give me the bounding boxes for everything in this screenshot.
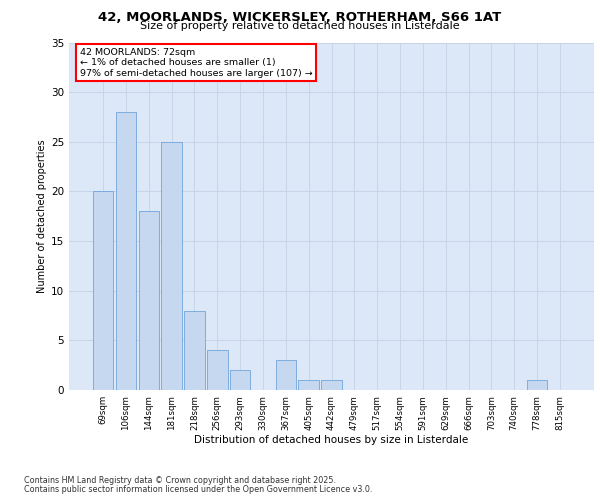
Y-axis label: Number of detached properties: Number of detached properties xyxy=(37,140,47,293)
X-axis label: Distribution of detached houses by size in Listerdale: Distribution of detached houses by size … xyxy=(194,436,469,446)
Bar xyxy=(161,142,182,390)
Bar xyxy=(207,350,227,390)
Bar xyxy=(139,212,159,390)
Bar xyxy=(230,370,250,390)
Bar xyxy=(116,112,136,390)
Bar xyxy=(93,192,113,390)
Bar xyxy=(321,380,342,390)
Bar xyxy=(298,380,319,390)
Text: Contains public sector information licensed under the Open Government Licence v3: Contains public sector information licen… xyxy=(24,485,373,494)
Text: 42 MOORLANDS: 72sqm
← 1% of detached houses are smaller (1)
97% of semi-detached: 42 MOORLANDS: 72sqm ← 1% of detached hou… xyxy=(79,48,312,78)
Text: Contains HM Land Registry data © Crown copyright and database right 2025.: Contains HM Land Registry data © Crown c… xyxy=(24,476,336,485)
Bar xyxy=(527,380,547,390)
Text: 42, MOORLANDS, WICKERSLEY, ROTHERHAM, S66 1AT: 42, MOORLANDS, WICKERSLEY, ROTHERHAM, S6… xyxy=(98,11,502,24)
Bar xyxy=(275,360,296,390)
Text: Size of property relative to detached houses in Listerdale: Size of property relative to detached ho… xyxy=(140,21,460,31)
Bar xyxy=(184,310,205,390)
